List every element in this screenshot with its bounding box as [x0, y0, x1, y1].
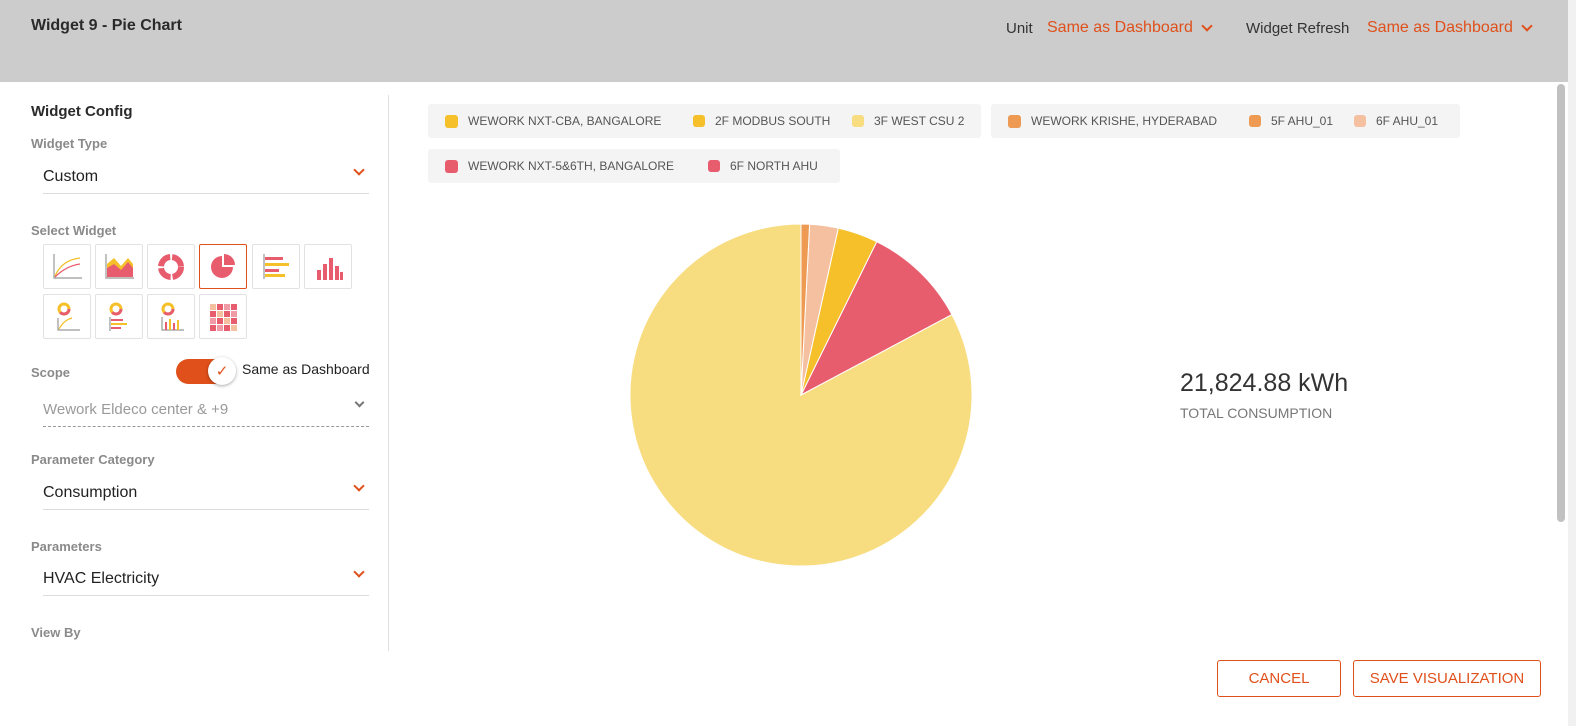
legend-label: WEWORK NXT-5&6TH, BANGALORE — [468, 159, 675, 173]
parameter-category-value: Consumption — [43, 484, 138, 501]
cancel-button[interactable]: CANCEL — [1217, 660, 1341, 697]
legend-item[interactable]: 6F AHU_01 — [1354, 104, 1438, 138]
pie-slice[interactable] — [799, 241, 953, 397]
widget-title: Widget 9 - Pie Chart — [31, 17, 182, 34]
chevron-down-icon — [354, 397, 365, 408]
heatmap-icon[interactable] — [199, 294, 247, 339]
legend-item[interactable]: 6F NORTH AHU — [708, 149, 818, 183]
pie-chart-icon[interactable] — [199, 244, 247, 289]
donut-column-combo-icon[interactable] — [147, 294, 195, 339]
donut-chart-icon[interactable] — [147, 244, 195, 289]
legend-swatch — [445, 114, 458, 128]
panel-divider — [388, 95, 389, 651]
line-chart-icon[interactable] — [43, 244, 91, 289]
chevron-down-icon — [353, 164, 365, 176]
legend-group: WEWORK KRISHE, HYDERABAD 5F AHU_01 6F AH… — [991, 104, 1460, 138]
scope-toggle[interactable]: ✓ — [176, 357, 236, 385]
widget-type-value: Custom — [43, 168, 99, 185]
widget-refresh-label: Widget Refresh — [1246, 20, 1350, 37]
parameter-category-label: Parameter Category — [31, 452, 155, 467]
unit-label: Unit — [1006, 20, 1033, 37]
pie-chart — [629, 223, 973, 567]
widget-refresh-dropdown[interactable]: Same as Dashboard — [1367, 19, 1533, 37]
legend-label: 3F WEST CSU 2 — [874, 114, 965, 128]
widget-config-title: Widget Config — [31, 103, 133, 120]
donut-line-combo-icon[interactable] — [43, 294, 91, 339]
legend-label: WEWORK KRISHE, HYDERABAD — [1031, 114, 1218, 128]
legend-swatch — [852, 115, 864, 127]
chevron-down-icon — [1521, 19, 1533, 32]
parameters-value: HVAC Electricity — [43, 570, 160, 587]
unit-dropdown-value: Same as Dashboard — [1047, 19, 1193, 36]
legend-item[interactable]: 3F WEST CSU 2 — [852, 104, 964, 138]
widget-type-label: Widget Type — [31, 136, 108, 151]
column-chart-icon[interactable] — [304, 244, 352, 289]
view-by-label: View By — [31, 625, 81, 640]
parameter-category-select[interactable]: Consumption — [43, 476, 369, 510]
total-consumption-value: 21,824.88 kWh — [1180, 369, 1349, 397]
chevron-down-icon — [353, 566, 365, 578]
modal-header: Widget 9 - Pie Chart Unit Same as Dashbo… — [0, 0, 1568, 82]
scope-value: Wework Eldeco center & +9 — [43, 401, 229, 418]
parameters-select[interactable]: HVAC Electricity — [43, 562, 369, 596]
chevron-down-icon — [1201, 19, 1213, 32]
parameters-label: Parameters — [31, 539, 102, 554]
unit-dropdown[interactable]: Same as Dashboard — [1047, 19, 1213, 37]
legend-swatch — [445, 159, 458, 173]
legend-item[interactable]: 5F AHU_01 — [1249, 104, 1333, 138]
legend-swatch — [708, 160, 720, 172]
legend-swatch — [1008, 114, 1021, 128]
scope-select[interactable]: Wework Eldeco center & +9 — [43, 393, 369, 427]
legend-swatch — [693, 115, 705, 127]
widget-refresh-dropdown-value: Same as Dashboard — [1367, 19, 1513, 36]
scrollbar-thumb[interactable] — [1557, 84, 1565, 522]
legend-label: 6F AHU_01 — [1376, 114, 1439, 128]
select-widget-label: Select Widget — [31, 223, 117, 238]
pie-slice[interactable] — [800, 223, 811, 396]
legend-group: WEWORK NXT-5&6TH, BANGALORE 6F NORTH AHU — [428, 149, 840, 183]
save-visualization-button[interactable]: SAVE VISUALIZATION — [1353, 660, 1541, 697]
donut-hbar-combo-icon[interactable] — [95, 294, 143, 339]
horizontal-bar-chart-icon[interactable] — [252, 244, 300, 289]
legend-label: 6F NORTH AHU — [730, 159, 818, 173]
area-chart-icon[interactable] — [95, 244, 143, 289]
legend-label: 2F MODBUS SOUTH — [715, 114, 831, 128]
legend-swatch — [1354, 115, 1366, 127]
legend-label: 5F AHU_01 — [1271, 114, 1334, 128]
legend-item[interactable]: WEWORK NXT-5&6TH, BANGALORE — [445, 149, 674, 183]
scope-toggle-label: Same as Dashboard — [242, 361, 370, 377]
legend-swatch — [1249, 115, 1261, 127]
scrollbar-track[interactable] — [1568, 0, 1576, 726]
scope-label: Scope — [31, 365, 71, 380]
legend-item[interactable]: 2F MODBUS SOUTH — [693, 104, 830, 138]
legend-item[interactable]: WEWORK NXT-CBA, BANGALORE — [445, 104, 661, 138]
chevron-down-icon — [353, 480, 365, 492]
widget-type-select[interactable]: Custom — [43, 160, 369, 194]
legend-group: WEWORK NXT-CBA, BANGALORE 2F MODBUS SOUT… — [428, 104, 981, 138]
legend-label: WEWORK NXT-CBA, BANGALORE — [468, 114, 662, 128]
check-icon: ✓ — [208, 357, 236, 385]
total-consumption-label: TOTAL CONSUMPTION — [1180, 405, 1333, 421]
legend-item[interactable]: WEWORK KRISHE, HYDERABAD — [1008, 104, 1217, 138]
